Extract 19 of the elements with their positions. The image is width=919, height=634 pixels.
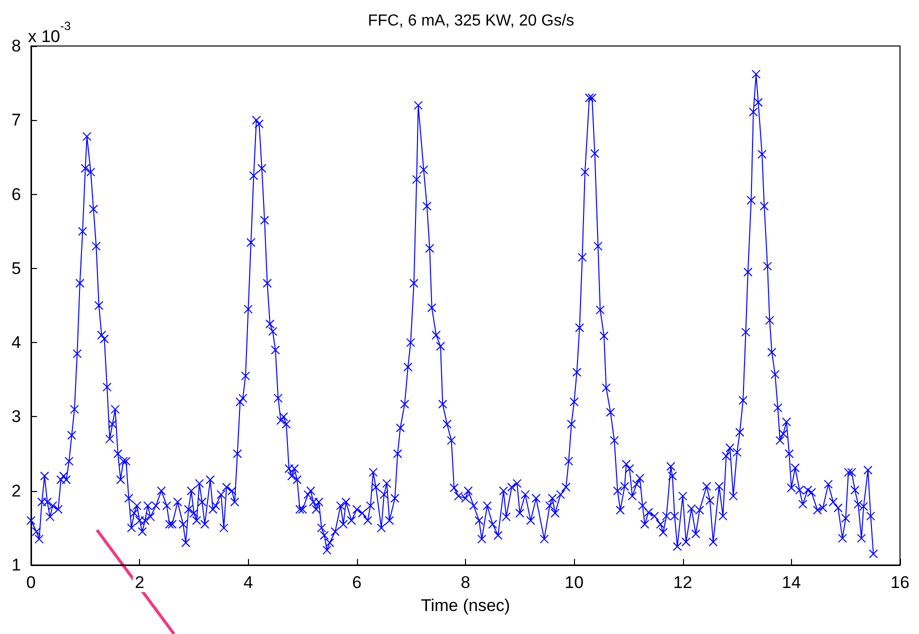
y-tick-label: 6 (12, 184, 21, 204)
y-tick-label: 1 (12, 556, 21, 574)
x-tick-label: 6 (352, 573, 362, 592)
x-tick-label: 16 (890, 573, 910, 592)
x-axis-title: Time (nsec) (420, 596, 510, 615)
x-tick-label: 4 (244, 573, 253, 592)
y-tick-label: 7 (12, 110, 21, 130)
y-tick-label: 5 (12, 258, 21, 278)
y-tick-label: 3 (12, 407, 21, 426)
y-tick-label: 2 (12, 481, 21, 500)
x-tick-label: 14 (782, 573, 801, 592)
x-tick-label: 0 (26, 573, 36, 592)
x-tick-label: 8 (460, 573, 470, 592)
chart-title: FFC, 6 mA, 325 KW, 20 Gs/s (368, 12, 574, 30)
y-tick-label: 8 (12, 36, 21, 56)
x-tick-label: 2 (134, 573, 144, 592)
y-tick-label: 4 (12, 333, 21, 352)
x-tick-label: 10 (564, 573, 584, 592)
x-tick-label: 12 (673, 573, 692, 592)
